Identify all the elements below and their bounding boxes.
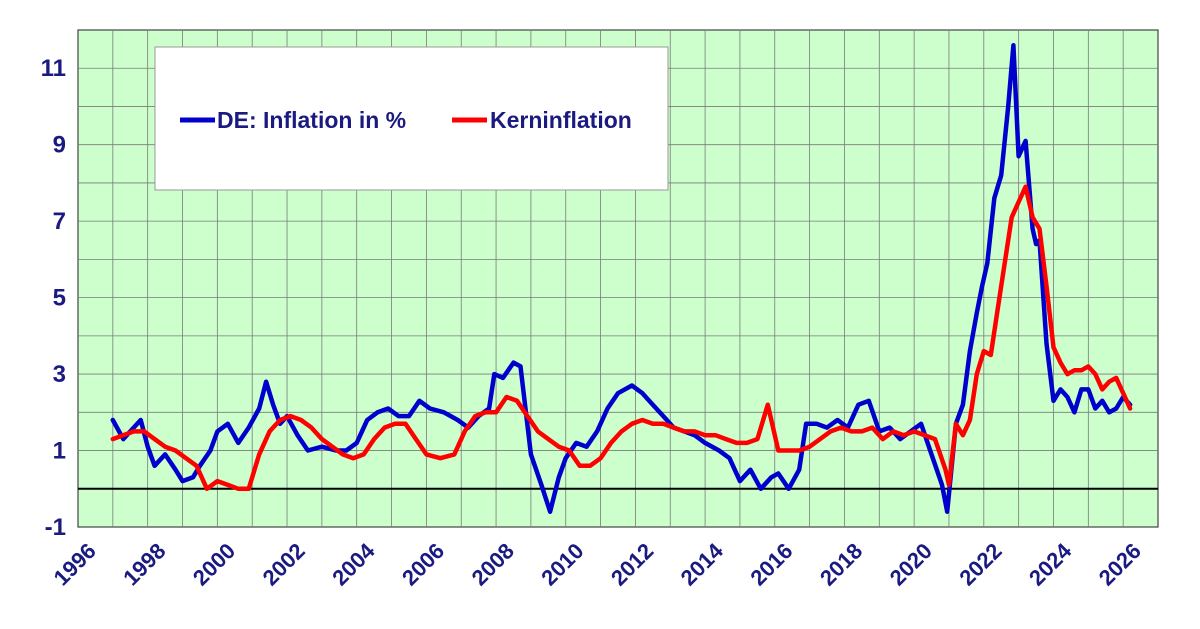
x-tick-label: 2026 [1094,538,1146,590]
x-tick-label: 1996 [49,538,101,590]
y-tick-label: 9 [53,132,66,159]
series-layer [110,43,1133,514]
x-tick-label: 2000 [188,538,240,590]
legend-label-inflation: DE: Inflation in % [217,107,406,133]
x-tick-label: 1998 [118,538,170,590]
y-tick-label: 1 [53,438,66,465]
x-tick-label: 2024 [1024,538,1077,591]
legend: DE: Inflation in % Kerninflation [154,46,669,191]
y-axis-ticks: -1 1 3 5 7 9 11 [41,55,66,541]
y-tick-label: 3 [53,361,66,388]
x-tick-label: 2010 [536,538,588,590]
x-tick-label: 2008 [467,538,519,590]
x-tick-label: 2004 [327,538,380,591]
x-tick-label: 2022 [954,538,1006,590]
series-line-kerninflation [110,184,1133,492]
series-line-inflation [110,43,1133,514]
y-tick-label: 5 [53,285,66,312]
x-tick-label: 2002 [258,538,310,590]
legend-box [154,46,669,191]
y-tick-label: 7 [53,208,66,235]
y-tick-label: 11 [41,55,66,82]
x-tick-label: 2006 [397,538,449,590]
x-tick-label: 2018 [815,538,867,590]
x-axis-ticks: 1996 1998 2000 2002 2004 2006 2008 2010 2012 2014… [49,538,1146,591]
x-tick-label: 2016 [745,538,797,590]
y-tick-label: -1 [45,514,66,541]
x-tick-label: 2012 [606,538,658,590]
x-tick-label: 2014 [676,538,729,591]
x-tick-label: 2020 [885,538,937,590]
legend-label-kerninflation: Kerninflation [490,107,632,133]
